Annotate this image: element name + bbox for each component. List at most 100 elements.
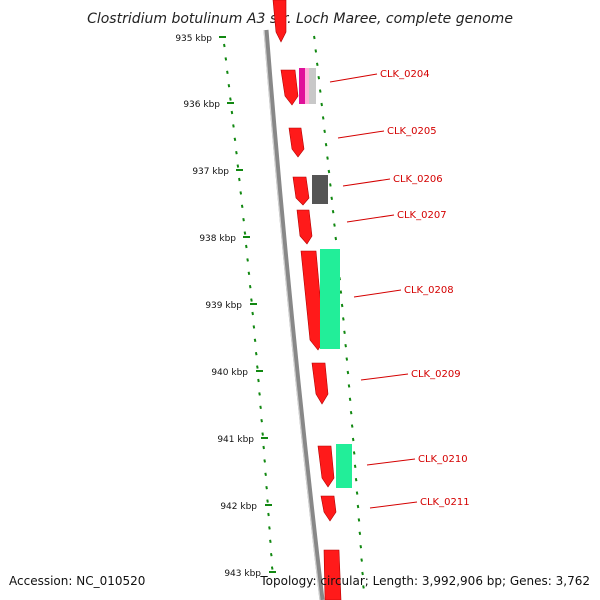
cds-arrow[interactable] [280,69,299,106]
feature-green[interactable] [336,444,352,488]
feature-magenta[interactable] [299,68,306,104]
tick-dot [243,231,247,235]
tick-dot [261,432,264,436]
tick-dot [253,338,257,342]
cds-arrow[interactable] [320,495,337,522]
tick-dot [268,526,271,530]
tick-dot [266,499,269,503]
feature-green[interactable] [320,249,340,349]
tick-dot [349,411,353,415]
tick-dot [356,504,360,509]
tick-dot [252,325,256,329]
feature-gray[interactable] [309,68,316,104]
tick-dot [324,143,328,147]
gene-label-CLK_0211[interactable]: CLK_0211 [369,497,470,509]
tick-dot [348,397,352,401]
cds-arrow[interactable] [292,176,310,206]
cds-arrow[interactable] [323,549,342,600]
kbp-tick-label: 940 kbp [211,368,248,378]
gene-label-text: CLK_0210 [418,454,468,465]
cds-arrow[interactable] [311,362,329,405]
gene-labels: CLK_0204 CLK_0205 CLK_0206 CLK_0207 CLK_… [329,69,470,509]
gene-label-CLK_0210[interactable]: CLK_0210 [366,454,468,466]
tick-dot [350,424,354,428]
tick-dot [248,285,252,289]
tick-dot [331,210,335,214]
tick-dot [339,290,343,294]
kbp-tick: 943 kbp [224,569,276,579]
accession-label: Accession: NC_010520 [9,574,146,588]
tick-dot [239,191,243,195]
gene-label-CLK_0206[interactable]: CLK_0206 [342,174,443,187]
cds-arrow[interactable] [317,445,335,488]
tick-dot [362,585,365,589]
gene-label-CLK_0207[interactable]: CLK_0207 [346,210,447,223]
tick-dot [226,70,229,74]
cds-arrow[interactable] [272,0,287,43]
feature-dark[interactable] [312,175,328,204]
tick-dot [250,298,253,302]
tick-dot [313,35,316,40]
kbp-tick-label: 935 kbp [175,34,212,44]
tick-dot [246,258,249,262]
tick-dot [344,344,347,348]
tick-dot [236,164,240,168]
tick-dot [232,124,235,128]
tick-dot [333,223,336,227]
map-title: Clostridium botulinum A3 str. Loch Maree… [87,11,513,27]
tick-dot [358,531,362,535]
tick-dot [351,437,355,442]
tick-dot [230,110,234,115]
tick-dot [347,384,351,388]
tick-dot [329,183,332,187]
tick-dot [227,84,231,88]
genome-backbone-highlight [263,29,321,600]
tick-dot [327,169,331,174]
tick-dot [240,204,244,208]
tick-dot [233,137,237,141]
tick-dot [361,571,364,576]
gene-label-CLK_0204[interactable]: CLK_0204 [329,69,430,83]
tick-dot [224,57,228,61]
cds-arrow[interactable] [296,209,313,245]
kbp-tick-label: 937 kbp [192,167,229,177]
tick-dot [354,478,358,482]
tick-dot [247,271,251,275]
tick-dot [314,49,318,53]
tick-dot [360,558,363,562]
tick-dot [359,545,363,549]
feature-track [272,0,352,600]
tick-dot [352,451,356,455]
gene-label-text: CLK_0211 [420,497,470,508]
kbp-tick: 941 kbp [217,435,268,445]
kbp-tick-label: 939 kbp [205,301,242,311]
gene-label-text: CLK_0206 [393,174,443,185]
kbp-tick: 936 kbp [183,100,234,110]
kbp-ticks: 935 kbp 936 kbp 937 kbp 938 kbp 939 kbp … [175,34,276,579]
tick-dot [242,218,245,222]
genome-backbone [263,29,325,600]
tick-ring-outer [313,35,365,589]
tick-ring-inner [223,43,274,570]
tick-dot [326,156,329,160]
tick-dot [345,357,349,361]
gene-label-CLK_0205[interactable]: CLK_0205 [337,126,437,139]
kbp-tick: 935 kbp [175,34,226,44]
gene-label-CLK_0208[interactable]: CLK_0208 [353,285,454,298]
kbp-tick: 938 kbp [199,234,250,244]
feature-pink[interactable] [305,68,309,104]
kbp-tick-label: 941 kbp [217,435,254,445]
tick-dot [270,566,274,570]
kbp-tick: 940 kbp [211,368,263,378]
tick-dot [263,459,266,463]
tick-dot [321,116,325,120]
tick-dot [258,392,261,396]
tick-dot [257,378,260,383]
tick-dot [340,303,344,308]
gene-label-text: CLK_0205 [387,126,437,137]
tick-dot [334,236,338,241]
kbp-tick: 939 kbp [205,301,257,311]
cds-arrow[interactable] [288,127,305,158]
gene-label-CLK_0209[interactable]: CLK_0209 [360,369,461,381]
gene-label-text: CLK_0207 [397,210,447,221]
